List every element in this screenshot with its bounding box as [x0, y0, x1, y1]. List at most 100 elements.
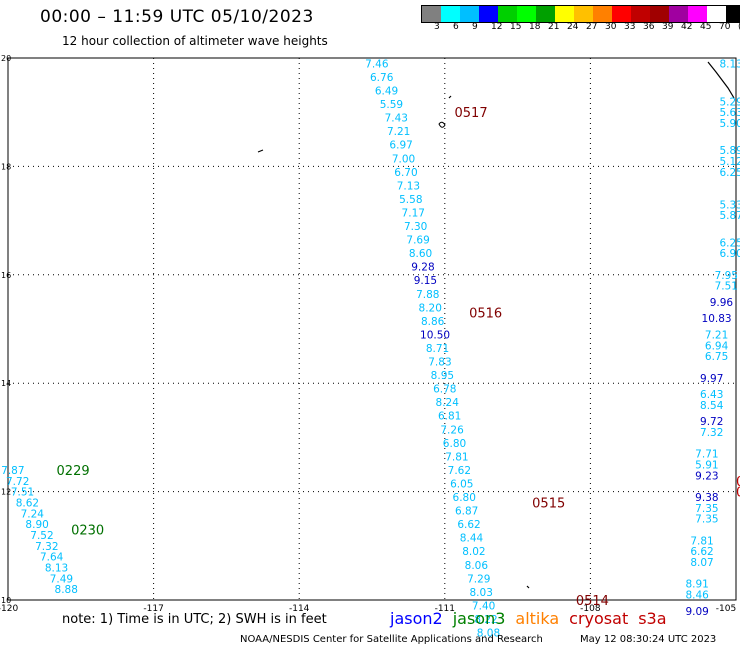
satellite-legend-item: cryosat	[569, 609, 629, 628]
wave-height-label: 6.80	[443, 438, 466, 450]
pass-time-label: 0230	[71, 524, 104, 539]
wave-height-label: 7.24	[21, 508, 45, 520]
colorbar-swatch	[517, 6, 536, 22]
wave-height-label: 8.06	[465, 560, 489, 572]
wave-height-label: 8.13	[719, 58, 740, 70]
colorbar-swatch	[726, 6, 740, 22]
wave-height-label: 7.13	[397, 180, 420, 192]
wave-height-label: 7.95	[715, 270, 738, 282]
wave-height-label: 7.43	[385, 113, 408, 125]
colorbar-label: 33	[624, 22, 636, 32]
satellite-legend-item: jason3	[452, 609, 506, 628]
wave-height-label: 7.83	[428, 357, 451, 369]
colorbar-swatch	[612, 6, 631, 22]
wave-height-label: 8.13	[45, 562, 68, 574]
colorbar-label: 15	[510, 22, 522, 32]
colorbar-swatch	[479, 6, 498, 22]
pass-time-label: 0514	[576, 594, 609, 609]
wave-height-label: 8.22	[474, 614, 497, 626]
wave-height-label: 6.43	[700, 389, 723, 401]
coastline	[257, 61, 735, 589]
colorbar-label: (ft)	[738, 22, 740, 32]
pass-time-label: 0515	[532, 496, 565, 511]
lon-tick-label: -111	[435, 604, 455, 614]
lon-tick-label: -117	[143, 604, 163, 614]
colorbar-label: 36	[643, 22, 655, 32]
wave-height-label: 8.46	[685, 590, 709, 602]
wave-height-label: 10.50	[420, 329, 450, 341]
wave-height-label: 8.24	[436, 397, 460, 409]
wave-height-label: 7.51	[715, 281, 738, 293]
lon-tick-label: -114	[289, 604, 310, 614]
lon-tick-label: -105	[716, 604, 736, 614]
wave-height-label: 5.59	[380, 99, 403, 111]
wave-height-label: 8.44	[460, 533, 484, 545]
colorbar-swatch	[441, 6, 460, 22]
satellite-legend-item: jason2	[390, 609, 443, 628]
island-outline	[438, 121, 446, 128]
wave-height-label: 9.23	[695, 470, 718, 482]
wave-height-label: 7.17	[402, 207, 425, 219]
lat-tick-label: 14	[1, 379, 11, 388]
lon-tick-label: -108	[580, 604, 601, 614]
wave-height-label: 5.12	[719, 156, 740, 168]
satellite-legend-item: altika	[515, 609, 560, 628]
wave-height-label: 6.62	[690, 546, 713, 558]
lat-tick-label: 18	[1, 162, 11, 171]
colorbar-label: 18	[529, 22, 541, 32]
map-grid	[7, 57, 737, 601]
wave-height-label: 7.30	[404, 221, 427, 233]
lon-tick-label: -120	[0, 604, 18, 614]
credit-line: NOAA/NESDIS Center for Satellite Applica…	[240, 634, 543, 645]
wave-height-label: 6.70	[394, 167, 417, 179]
wave-height-label: 7.81	[445, 451, 468, 463]
wave-height-label: 5.91	[695, 460, 718, 472]
colorbar-label: 6	[453, 22, 459, 32]
wave-height-label: 8.03	[470, 587, 493, 599]
wave-height-label: 9.97	[700, 373, 723, 385]
wave-height-label: 8.91	[685, 579, 708, 591]
wave-height-label: 8.08	[477, 628, 500, 640]
satellite-legend: jason2 jason3 altika cryosat s3a	[390, 609, 677, 628]
wave-height-label: 6.49	[375, 86, 398, 98]
colorbar-swatch	[669, 6, 688, 22]
wave-height-label: 7.51	[11, 487, 34, 499]
pass-time-label: 0229	[57, 464, 90, 479]
island-dot-2	[448, 95, 452, 99]
wave-height-label: 7.29	[467, 573, 490, 585]
wave-height-label: 6.62	[457, 519, 480, 531]
colorbar-label: 21	[548, 22, 560, 32]
colorbar-swatch	[688, 6, 707, 22]
colorbar-label: 12	[491, 22, 503, 32]
footer-note: note: 1) Time is in UTC; 2) SWH is in fe…	[62, 612, 327, 627]
island-dot	[257, 149, 264, 153]
colorbar-label: 9	[472, 22, 478, 32]
wave-height-label: 5.29	[719, 96, 740, 108]
wave-height-label: 6.25	[719, 237, 740, 249]
pass-time-label: 0517	[455, 106, 488, 121]
map-ticks: -120 -117 -114 -111 -108 -105 20 18 16 14 12 10	[0, 54, 736, 614]
colorbar-swatch	[555, 6, 574, 22]
pass-time-label: 0409	[736, 486, 740, 501]
wave-height-label: 6.80	[453, 492, 476, 504]
wave-height-label: 6.78	[433, 384, 456, 396]
wave-height-label: 6.97	[389, 140, 412, 152]
wave-height-label: 8.20	[419, 302, 442, 314]
colorbar-swatch	[650, 6, 669, 22]
colorbar-swatch	[536, 6, 555, 22]
wave-height-label: 8.90	[25, 519, 48, 531]
wave-height-label: 6.05	[450, 478, 473, 490]
wave-height-label: 9.38	[695, 492, 718, 504]
colorbar-swatch	[460, 6, 479, 22]
colorbar-swatch	[422, 6, 441, 22]
wave-height-label: 7.00	[392, 153, 415, 165]
lat-tick-label: 20	[1, 54, 11, 63]
wave-height-label: 7.71	[695, 449, 718, 461]
colorbar-label: 30	[605, 22, 617, 32]
colorbar-swatch	[631, 6, 650, 22]
wave-height-label: 7.64	[40, 552, 64, 564]
satellite-legend-item: s3a	[638, 609, 667, 628]
wave-height-label: 9.09	[685, 606, 708, 618]
wave-height-label: 7.72	[6, 476, 29, 488]
